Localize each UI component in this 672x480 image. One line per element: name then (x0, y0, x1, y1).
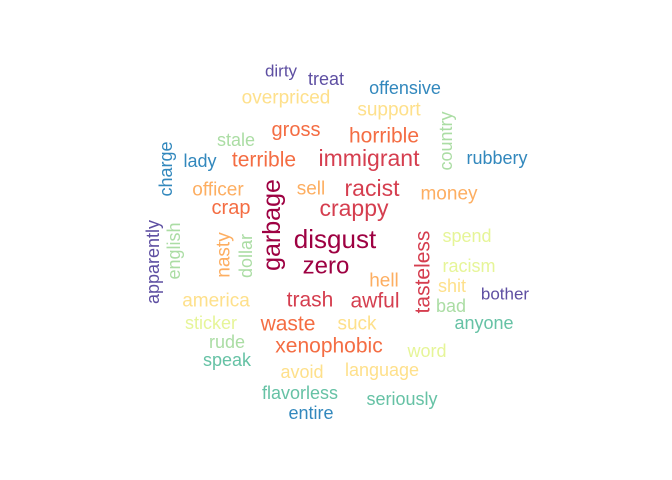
word-english: english (164, 222, 184, 279)
word-word: word (406, 341, 446, 361)
word-charge: charge (156, 141, 176, 196)
word-waste: waste (260, 313, 316, 336)
word-entire: entire (288, 403, 333, 423)
word-crappy: crappy (319, 195, 389, 221)
word-suck: suck (337, 314, 377, 335)
word-dirty: dirty (265, 62, 298, 81)
word-sell: sell (297, 179, 326, 200)
word-racism: racism (443, 256, 496, 276)
word-zero: zero (303, 253, 350, 280)
word-america: america (182, 291, 250, 312)
word-tasteless: tasteless (412, 231, 435, 314)
word-support: support (357, 100, 421, 121)
word-garbage: garbage (258, 179, 286, 271)
word-apparently: apparently (143, 220, 163, 304)
word-gross: gross (272, 119, 321, 141)
word-dollar: dollar (236, 234, 256, 278)
word-spend: spend (442, 226, 491, 246)
word-hell: hell (369, 271, 399, 292)
word-stale: stale (217, 130, 255, 150)
word-speak: speak (203, 350, 252, 370)
word-rude: rude (209, 332, 245, 352)
word-horrible: horrible (349, 125, 419, 148)
word-crap: crap (212, 197, 251, 219)
word-xenophobic: xenophobic (275, 335, 382, 358)
word-trash: trash (287, 289, 334, 312)
word-money: money (420, 184, 478, 205)
word-country: country (436, 111, 456, 170)
word-flavorless: flavorless (262, 383, 338, 403)
word-shit: shit (438, 276, 466, 296)
word-awful: awful (350, 290, 399, 313)
word-avoid: avoid (280, 362, 323, 382)
word-offensive: offensive (369, 78, 441, 98)
word-nasty: nasty (214, 232, 235, 278)
word-racist: racist (345, 175, 401, 201)
word-anyone: anyone (454, 313, 513, 333)
word-treat: treat (308, 69, 344, 89)
word-bad: bad (436, 296, 466, 316)
word-lady: lady (183, 151, 216, 171)
word-sticker: sticker (185, 313, 237, 333)
word-bother: bother (481, 285, 530, 304)
word-terrible: terrible (232, 149, 296, 172)
word-seriously: seriously (366, 389, 437, 409)
word-rubbery: rubbery (466, 148, 527, 168)
word-disgust: disgust (294, 224, 377, 254)
word-language: language (345, 360, 419, 380)
word-officer: officer (192, 180, 244, 201)
word-immigrant: immigrant (319, 145, 421, 171)
word-overpriced: overpriced (242, 88, 331, 109)
